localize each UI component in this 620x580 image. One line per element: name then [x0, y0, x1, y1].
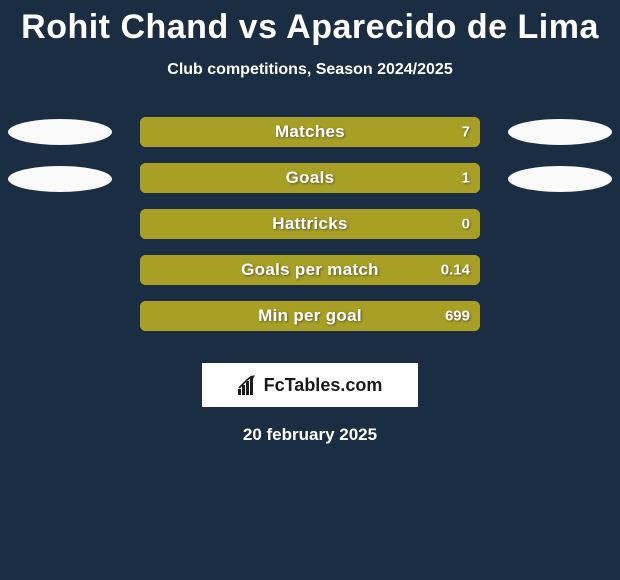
comparison-infographic: Rohit Chand vs Aparecido de Lima Club co…	[0, 0, 620, 445]
logo-text: FcTables.com	[264, 375, 383, 396]
subtitle: Club competitions, Season 2024/2025	[0, 61, 620, 79]
stat-row-min-per-goal: Min per goal 699	[0, 303, 620, 349]
stat-label: Hattricks	[140, 214, 480, 234]
stat-label: Min per goal	[140, 306, 480, 326]
ellipse-left-icon	[8, 166, 112, 192]
stat-value: 0	[462, 216, 470, 233]
ellipse-right-icon	[508, 119, 612, 145]
stat-value: 0.14	[441, 262, 470, 279]
barchart-icon	[238, 375, 260, 395]
stat-value: 699	[445, 308, 470, 325]
ellipse-left-icon	[8, 119, 112, 145]
stat-bar: Goals 1	[140, 163, 480, 193]
stat-row-matches: Matches 7	[0, 119, 620, 165]
source-logo: FcTables.com	[238, 375, 383, 396]
stat-label: Matches	[140, 122, 480, 142]
stat-label: Goals	[140, 168, 480, 188]
stat-value: 1	[462, 170, 470, 187]
stat-row-goals-per-match: Goals per match 0.14	[0, 257, 620, 303]
stat-row-hattricks: Hattricks 0	[0, 211, 620, 257]
stat-value: 7	[462, 124, 470, 141]
stat-bar: Matches 7	[140, 117, 480, 147]
stat-row-goals: Goals 1	[0, 165, 620, 211]
page-title: Rohit Chand vs Aparecido de Lima	[0, 8, 620, 47]
source-logo-box: FcTables.com	[202, 363, 418, 407]
stat-bar: Min per goal 699	[140, 301, 480, 331]
ellipse-right-icon	[508, 166, 612, 192]
date-line: 20 february 2025	[0, 425, 620, 445]
stat-label: Goals per match	[140, 260, 480, 280]
stat-bar: Goals per match 0.14	[140, 255, 480, 285]
stat-bar: Hattricks 0	[140, 209, 480, 239]
